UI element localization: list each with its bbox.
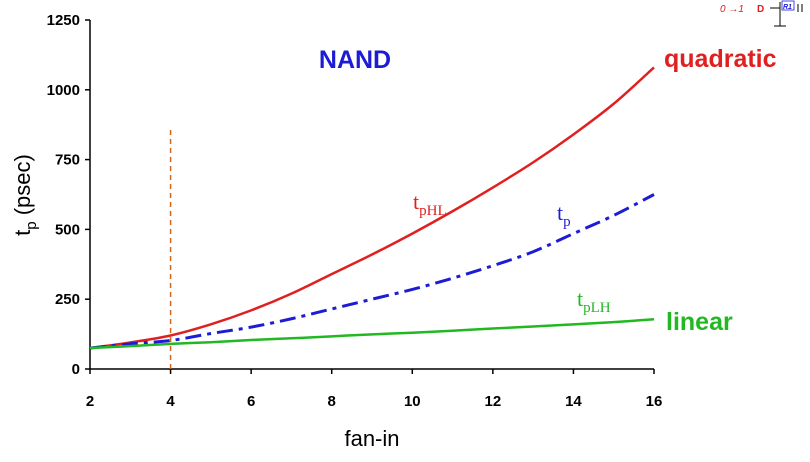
x-tick-label: 8 xyxy=(328,393,336,410)
series-line-tplh xyxy=(89,318,655,350)
series-label-tplh: tpLH xyxy=(577,286,611,316)
x-tick-label: 6 xyxy=(247,393,255,410)
y-tick-label: 250 xyxy=(55,291,80,308)
y-axis-label-sub: p xyxy=(23,221,40,229)
series-label-tplh-main: t xyxy=(577,286,583,311)
x-axis-label: fan-in xyxy=(344,426,399,451)
annotation-linear: linear xyxy=(666,308,733,336)
series-label-tplh-sub: pLH xyxy=(583,300,611,316)
series-label-tp-sub: p xyxy=(563,214,571,230)
y-tick-label: 1250 xyxy=(47,12,80,29)
x-tick-label: 16 xyxy=(646,393,663,410)
y-axis-label: tp (psec) xyxy=(10,154,40,236)
series-label-tphl: tpHL xyxy=(413,189,447,219)
x-tick-label: 14 xyxy=(565,393,582,410)
x-tick-group: 2 4 6 8 10 12 14 16 xyxy=(86,369,663,410)
y-axis-label-main: t xyxy=(10,230,35,236)
series-line-tphl xyxy=(89,66,655,350)
y-axis-label-rest: (psec) xyxy=(10,154,35,221)
schematic-transition: 0 →1 xyxy=(720,4,744,15)
chart-title: NAND xyxy=(319,46,391,74)
schematic-resistor-label: R1 xyxy=(783,4,792,11)
x-tick-label: 10 xyxy=(404,393,421,410)
y-tick-label: 0 xyxy=(72,361,80,378)
series-label-tphl-sub: pHL xyxy=(419,203,447,219)
y-tick-label: 500 xyxy=(55,221,80,238)
series-label-tp: tp xyxy=(557,200,571,230)
x-tick-label: 2 xyxy=(86,393,94,410)
schematic-node: D xyxy=(757,4,764,15)
series-group xyxy=(89,66,655,350)
schematic-resistor-icon xyxy=(781,0,795,11)
x-tick-label: 12 xyxy=(485,393,502,410)
y-tick-label: 1000 xyxy=(47,82,80,99)
annotation-quadratic: quadratic xyxy=(664,45,777,73)
x-tick-label: 4 xyxy=(166,393,175,410)
y-tick-label: 750 xyxy=(55,152,80,169)
series-line-tp xyxy=(89,193,655,350)
schematic-fragment: 0 →1 D R1 xyxy=(720,0,803,27)
series-label-tphl-main: t xyxy=(413,189,419,214)
series-label-tp-main: t xyxy=(557,200,563,225)
y-tick-group: 0 250 500 750 1000 1250 xyxy=(47,12,90,378)
